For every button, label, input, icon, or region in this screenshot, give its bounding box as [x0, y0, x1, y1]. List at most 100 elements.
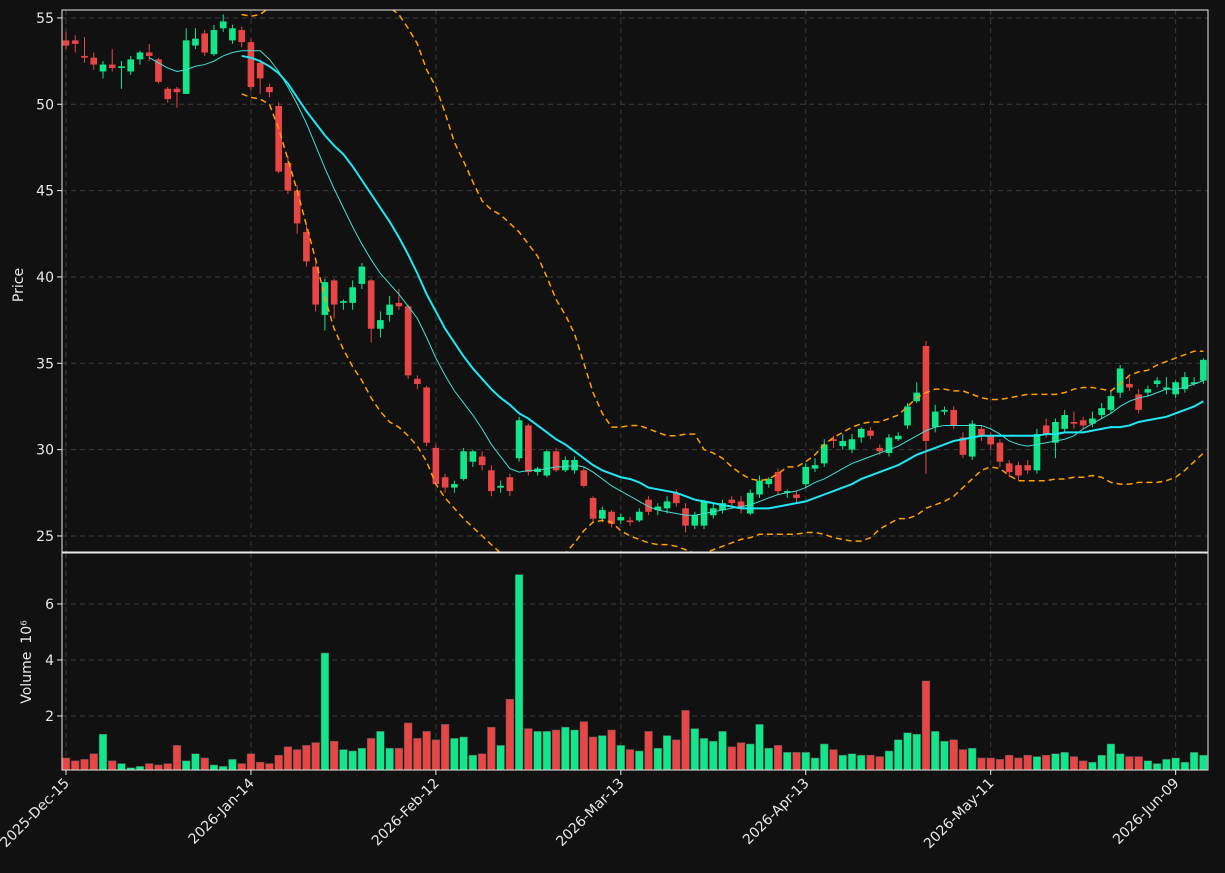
- volume-bar: [237, 763, 246, 770]
- volume-bar: [376, 731, 385, 770]
- candle-body: [358, 266, 366, 284]
- volume-bar: [783, 752, 792, 770]
- volume-bar: [496, 745, 505, 770]
- volume-bar: [1162, 759, 1171, 770]
- candle-body: [441, 477, 449, 488]
- candle-body: [848, 439, 856, 450]
- candle-body: [931, 411, 939, 428]
- candle-body: [1089, 418, 1096, 424]
- candle-body: [552, 451, 560, 471]
- y-tick-label: 55: [36, 11, 54, 27]
- candle-body: [395, 302, 403, 307]
- candle-body: [802, 466, 810, 485]
- volume-bar: [1134, 756, 1143, 770]
- volume-bar: [228, 759, 237, 770]
- plot-frame: [61, 552, 1209, 771]
- candle-body: [219, 21, 227, 29]
- volume-bar: [459, 736, 468, 770]
- volume-bar: [163, 763, 172, 770]
- volume-bar: [311, 742, 320, 770]
- candle-body: [71, 40, 79, 44]
- volume-bar: [117, 763, 126, 770]
- candle-body: [941, 409, 948, 412]
- volume-bar: [1097, 754, 1106, 770]
- candle-body: [136, 52, 144, 60]
- volume-bar: [108, 760, 117, 770]
- candle-body: [1061, 415, 1069, 429]
- candle-body: [367, 280, 375, 329]
- volume-bar: [524, 728, 533, 770]
- volume-bar: [607, 729, 616, 770]
- candle-body: [663, 501, 671, 509]
- volume-bar: [884, 750, 894, 770]
- candle-body: [182, 40, 190, 94]
- candle-body: [173, 88, 181, 93]
- y-axis-label: Volume 10⁶: [19, 620, 35, 704]
- volume-bar: [931, 731, 940, 770]
- candle-body: [1116, 368, 1124, 393]
- candle-body: [506, 477, 514, 492]
- candle-body: [774, 472, 782, 492]
- y-tick-label: 4: [45, 653, 54, 669]
- candle-body: [340, 301, 347, 303]
- volume-bar: [672, 739, 681, 770]
- volume-bar: [145, 763, 154, 770]
- volume-bar: [1143, 760, 1153, 770]
- volume-bar: [422, 731, 431, 770]
- volume-bar: [542, 731, 551, 770]
- y-tick-label: 2: [45, 709, 54, 725]
- candle-body: [913, 392, 921, 402]
- candle-body: [1024, 465, 1032, 471]
- volume-bar: [1180, 761, 1190, 770]
- volume-bar: [838, 754, 847, 770]
- volume-bar: [357, 747, 367, 770]
- volume-bar: [792, 752, 801, 770]
- volume-bar: [829, 749, 838, 770]
- volume-bar: [348, 750, 357, 770]
- volume-bar: [949, 739, 958, 770]
- volume-bar: [293, 749, 302, 770]
- volume-bar: [1125, 756, 1134, 770]
- candle-body: [349, 287, 356, 303]
- volume-bar: [219, 766, 228, 770]
- candle-body: [1200, 359, 1207, 381]
- volume-bar: [1088, 761, 1097, 770]
- volume-bar: [487, 726, 496, 770]
- candle-body: [885, 437, 893, 454]
- candle-body: [1172, 382, 1179, 395]
- volume-bar: [302, 745, 311, 770]
- volume-bar: [921, 680, 931, 770]
- candle-body: [284, 162, 292, 191]
- volume-bar: [662, 735, 672, 770]
- volume-bar: [1014, 757, 1023, 770]
- y-tick-label: 35: [36, 356, 54, 372]
- volume-bar: [1079, 760, 1088, 770]
- y-axis-label-text: Volume: [19, 652, 35, 704]
- candle-body: [562, 459, 569, 471]
- volume-bar: [330, 740, 339, 770]
- volume-bar: [172, 745, 182, 770]
- candle-body: [1163, 387, 1170, 390]
- y-tick-label: 50: [36, 97, 54, 113]
- candle-body: [894, 435, 902, 440]
- volume-bar: [625, 749, 635, 770]
- y-tick-label: 45: [36, 184, 54, 200]
- candle-body: [589, 497, 597, 519]
- volume-bar: [450, 738, 459, 770]
- candle-body: [1098, 408, 1105, 416]
- candle-body: [488, 470, 495, 492]
- volume-bar: [126, 767, 135, 770]
- volume-bar: [653, 747, 662, 770]
- candle-body: [377, 320, 384, 329]
- candle-body: [293, 190, 301, 224]
- volume-bar: [561, 726, 570, 770]
- volume-bar: [847, 753, 857, 770]
- line-series: [148, 50, 1204, 516]
- volume-bar: [256, 761, 265, 770]
- volume-bar: [505, 698, 514, 770]
- candle-body: [737, 501, 745, 509]
- candle-body: [1070, 421, 1078, 424]
- volume-bar: [995, 759, 1005, 770]
- volume-bar: [1106, 743, 1116, 770]
- volume-bar: [866, 754, 875, 770]
